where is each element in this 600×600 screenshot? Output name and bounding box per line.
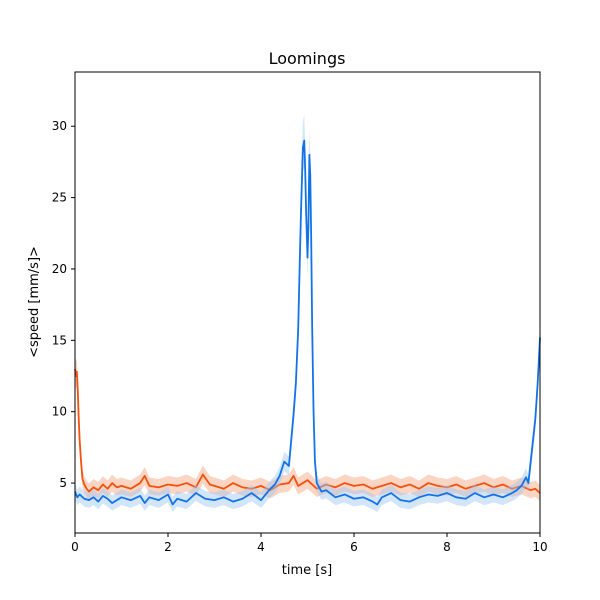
x-tick-label: 8 [443,540,451,554]
x-tick-label: 0 [71,540,79,554]
y-tick-label: 5 [59,476,67,490]
axes-frame [74,71,541,534]
x-tick-label: 6 [350,540,358,554]
y-tick-label: 15 [52,333,67,347]
series-0-line [74,368,541,494]
y-axis-ticks: 5 10 15 20 25 30 [52,119,75,490]
y-axis-label: <speed [mm/s]> [27,246,42,358]
y-tick-label: 10 [52,405,67,419]
series-1-line [74,139,541,506]
x-tick-label: 4 [257,540,265,554]
y-tick-label: 25 [52,191,67,205]
x-axis-label: time [s] [282,563,332,578]
x-tick-label: 10 [532,540,547,554]
x-axis-ticks: 0 2 4 6 8 10 [71,533,548,554]
x-tick-label: 2 [164,540,172,554]
y-tick-label: 30 [52,119,67,133]
y-tick-label: 20 [52,262,67,276]
chart-title: Loomings [269,49,346,68]
plot-area [74,114,541,512]
